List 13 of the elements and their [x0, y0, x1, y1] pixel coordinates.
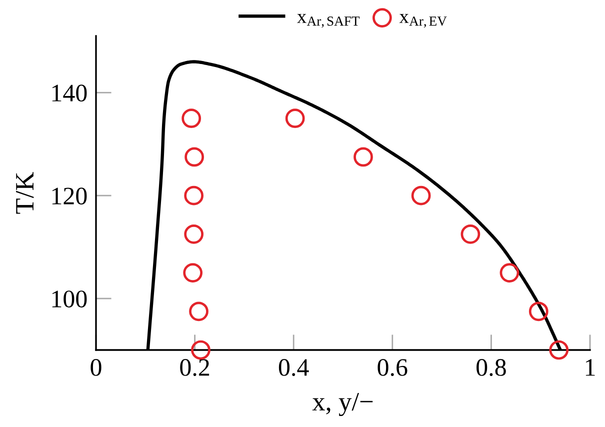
y-axis-title: T/K: [16, 172, 34, 214]
y-tick-label: 120: [52, 188, 87, 204]
legend-label: x$_{Ar,SAFT}$: [297, 14, 360, 28]
y-tick-label: 100: [52, 290, 87, 308]
x-axis-title: x, y/−: [312, 392, 373, 416]
x-tick-label: 0.2: [180, 359, 210, 376]
x-tick-label: 0.6: [378, 359, 408, 376]
x-tick-label: 0.8: [476, 359, 506, 376]
x-tick-label: 1: [586, 359, 595, 376]
y-tick-label: 140: [52, 84, 87, 102]
x-tick-label: 0.4: [278, 359, 309, 376]
x-tick-label: 0: [90, 359, 102, 376]
legend-label: x$_{Ar,EV}$: [399, 14, 447, 28]
